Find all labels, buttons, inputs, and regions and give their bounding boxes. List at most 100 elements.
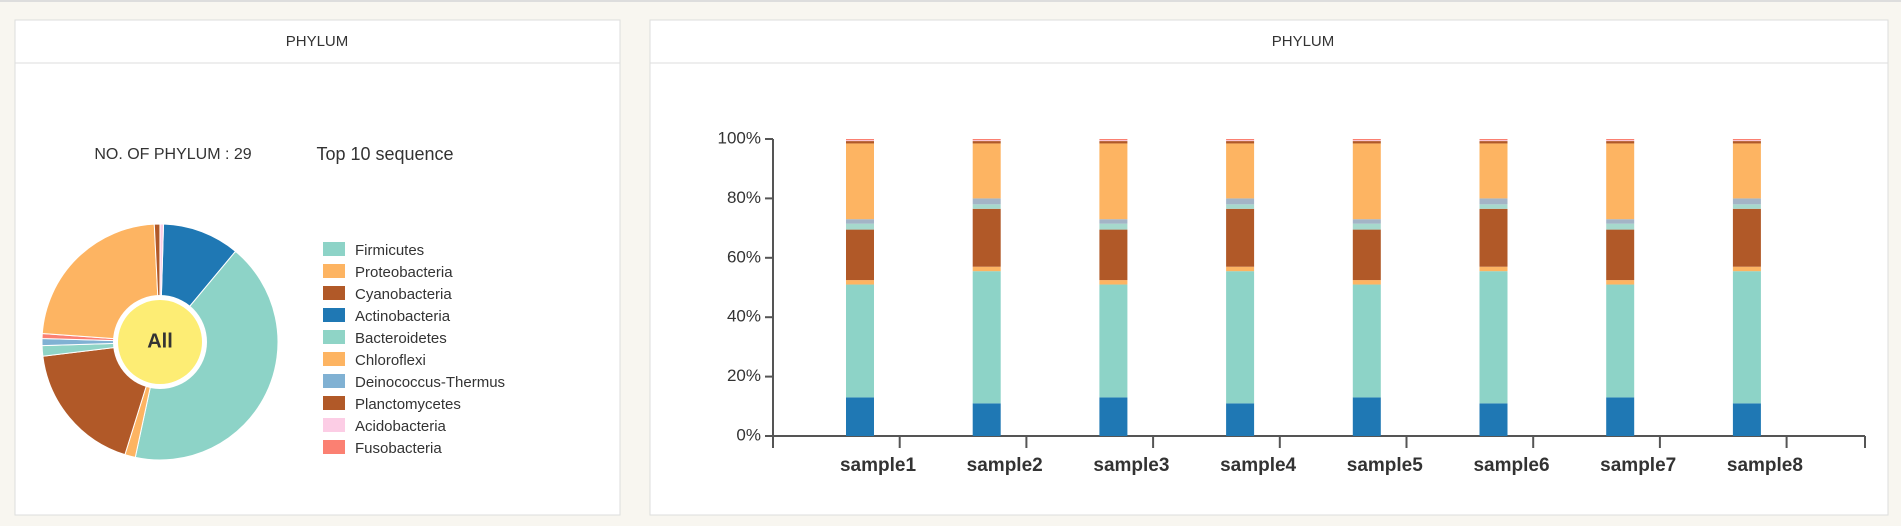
legend-label: Bacteroidetes	[355, 330, 447, 347]
x-tick-label: sample7	[1600, 455, 1676, 476]
bar-segment	[1732, 204, 1761, 209]
bar-segment	[1479, 266, 1508, 272]
bar-segment	[1099, 140, 1128, 142]
bar-segment	[1606, 397, 1635, 436]
bar-segment	[1606, 141, 1635, 144]
legend-label: Chloroflexi	[355, 352, 426, 369]
bar-segment	[1226, 141, 1255, 144]
x-tick-label: sample3	[1093, 455, 1169, 476]
bar-segment	[1606, 280, 1635, 285]
bar-segment	[846, 141, 874, 144]
bar-segment	[1606, 219, 1635, 224]
bar-segment	[1352, 397, 1381, 436]
sequence-label: Top 10 sequence	[316, 144, 453, 164]
bar-segment	[1099, 143, 1128, 220]
bar-segment	[1226, 403, 1255, 436]
bar-segment	[1606, 284, 1635, 398]
legend-swatch	[323, 286, 345, 300]
bar-segment	[846, 219, 874, 224]
x-tick-label: sample4	[1220, 455, 1296, 476]
bar-segment	[1226, 140, 1255, 142]
bar-segment	[1226, 198, 1255, 205]
right-panel	[649, 19, 1889, 516]
bar-segment	[846, 143, 874, 220]
bar-segment	[1099, 141, 1128, 144]
bar-segment	[1226, 266, 1255, 272]
bar-segment	[846, 223, 874, 230]
bar-segment	[846, 397, 874, 436]
bar-segment	[846, 280, 874, 285]
bar-segment	[1732, 266, 1761, 272]
bar-segment	[972, 143, 1001, 199]
x-tick-label: sample1	[840, 455, 916, 476]
bar-segment	[1479, 198, 1508, 205]
legend-swatch	[323, 242, 345, 256]
bar-segment	[1732, 141, 1761, 144]
bar-segment	[1606, 139, 1635, 141]
legend-label: Proteobacteria	[355, 264, 453, 281]
panel-header: PHYLUM	[1272, 33, 1335, 50]
y-tick-label: 20%	[727, 366, 761, 385]
x-tick-label: sample6	[1473, 455, 1549, 476]
x-tick-label: sample8	[1727, 455, 1803, 476]
bar-segment	[1479, 143, 1508, 199]
bar-segment	[972, 403, 1001, 436]
bar-segment	[1099, 284, 1128, 398]
bar-segment	[1099, 223, 1128, 230]
bar-segment	[1352, 219, 1381, 224]
bar-segment	[1099, 219, 1128, 224]
bar-segment	[1352, 143, 1381, 220]
legend-swatch	[323, 374, 345, 388]
bar-segment	[1099, 139, 1128, 141]
y-tick-label: 0%	[736, 425, 761, 444]
bar-segment	[1479, 208, 1508, 267]
bar-segment	[1732, 140, 1761, 142]
bar-segment	[972, 204, 1001, 209]
bar-segment	[1479, 140, 1508, 142]
bar-segment	[1732, 198, 1761, 205]
legend-label: Planctomycetes	[355, 396, 461, 413]
count-label: NO. OF PHYLUM : 29	[94, 146, 251, 163]
bar-segment	[1099, 397, 1128, 436]
pie-slice	[134, 250, 279, 461]
top-border	[0, 0, 1901, 2]
bar-segment	[1352, 140, 1381, 142]
pie-chart: All Firmicutes Proteobacteria Cyanobacteria…	[41, 223, 505, 461]
bar-segment	[1352, 223, 1381, 230]
bar-segment	[1479, 403, 1508, 436]
bar-segment	[1732, 139, 1761, 141]
y-tick-label: 60%	[727, 247, 761, 266]
x-tick-label: sample5	[1347, 455, 1423, 476]
legend-label: Actinobacteria	[355, 308, 451, 325]
bar-segment	[972, 266, 1001, 272]
bar-segment	[1732, 208, 1761, 267]
bar-segment	[972, 198, 1001, 205]
center-button	[118, 300, 202, 384]
bar-segment	[1479, 141, 1508, 144]
legend-label: Deinococcus-Thermus	[355, 374, 505, 391]
y-tick-label: 80%	[727, 188, 761, 207]
y-tick-label: 100%	[718, 128, 761, 147]
center-label: All	[147, 330, 173, 352]
bar-segment	[846, 229, 874, 281]
bar-segment	[972, 271, 1001, 404]
bar-segment	[1352, 280, 1381, 285]
bar-segment	[1099, 280, 1128, 285]
bar-segment	[1479, 271, 1508, 404]
legend-label: Acidobacteria	[355, 418, 447, 435]
bar-segment	[1479, 139, 1508, 141]
bar-segment	[1606, 223, 1635, 230]
legend-swatch	[323, 330, 345, 344]
bar-segment	[1606, 143, 1635, 220]
legend-swatch	[323, 308, 345, 322]
bar-segment	[1226, 143, 1255, 199]
bar-segment	[846, 140, 874, 142]
legend-swatch	[323, 264, 345, 278]
legend-swatch	[323, 440, 345, 454]
bar-segment	[1732, 271, 1761, 404]
bar-segment	[1732, 403, 1761, 436]
bar-segment	[1226, 271, 1255, 404]
bar-segment	[1226, 204, 1255, 209]
